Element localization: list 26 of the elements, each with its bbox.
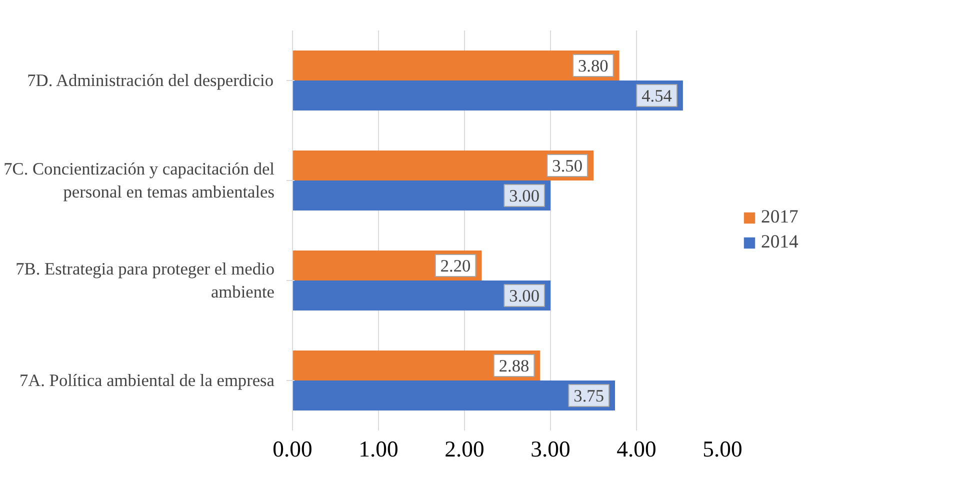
x-tick-label: 2.00	[444, 436, 484, 462]
data-label: 2.20	[440, 256, 471, 276]
bar	[292, 380, 615, 410]
data-label: 3.00	[509, 186, 540, 206]
bar	[292, 50, 620, 80]
data-label: 3.50	[552, 156, 583, 176]
data-label: 3.80	[578, 56, 608, 76]
data-label: 3.00	[509, 286, 540, 306]
y-tick-label: 7A. Política ambiental de la empresa	[19, 371, 275, 390]
bar	[292, 180, 550, 210]
data-label: 2.88	[498, 356, 530, 376]
y-tick-label: 7D. Administración del desperdicio	[27, 71, 274, 90]
x-tick-label: 1.00	[358, 436, 398, 462]
x-tick-label: 0.00	[272, 436, 312, 462]
y-tick-label: 7C. Concientización y capacitación del personal en temas ambientales	[4, 160, 275, 202]
bar	[292, 150, 594, 180]
legend-label: 2017	[761, 206, 798, 228]
bar	[292, 280, 550, 310]
bar	[292, 80, 683, 110]
data-label: 4.54	[642, 86, 672, 106]
y-tick-label: 7B. Estrategia para proteger el medio ambiente	[16, 260, 275, 302]
x-tick-label: 3.00	[530, 436, 570, 462]
x-tick-label: 4.00	[616, 436, 656, 462]
data-label: 3.75	[574, 386, 604, 406]
x-tick-label: 5.00	[702, 436, 742, 462]
legend-label: 2014	[761, 232, 798, 254]
